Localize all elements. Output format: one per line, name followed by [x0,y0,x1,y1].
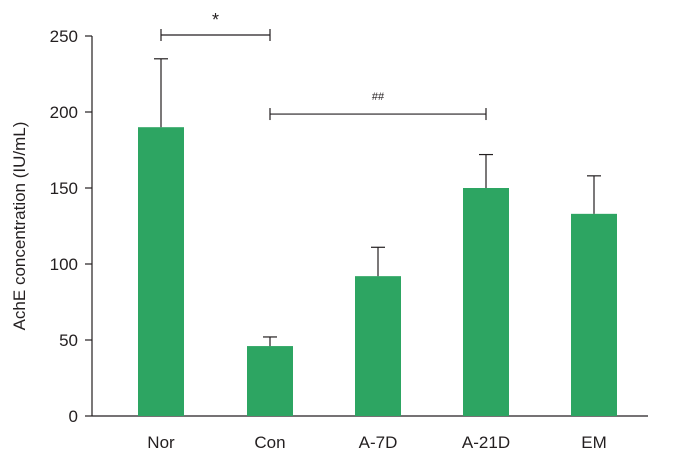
x-tick-label: A-7D [359,433,398,452]
x-tick-label: Nor [147,433,175,452]
significance-bracket: * [160,10,271,41]
y-axis-label: AchE concentration (IU/mL) [10,122,29,331]
bar-a-7d [355,276,401,416]
y-tick-label: 50 [59,331,78,350]
error-bar-con [263,336,277,347]
error-bar-a-21d [479,153,493,188]
significance-label: ## [372,91,385,103]
error-bar-nor [154,58,168,128]
y-tick-label: 200 [50,103,78,122]
y-tick-label: 150 [50,179,78,198]
x-tick-labels: Nor Con A-7D A-21D EM [147,433,606,452]
y-tick-label: 100 [50,255,78,274]
bar-a-21d [463,188,509,416]
bars [138,127,617,416]
x-tick-label: A-21D [462,433,510,452]
significance-label: * [212,10,219,30]
error-bar-a-7d [371,246,385,277]
x-tick-label: EM [581,433,607,452]
y-tick-label: 250 [50,27,78,46]
bar-em [571,213,617,416]
error-bars [154,58,601,347]
bar-nor [138,127,184,416]
error-bar-em [587,175,601,214]
significance-bracket: ## [269,91,487,121]
bar-con [247,346,293,416]
y-tick-label: 0 [69,407,78,426]
x-tick-label: Con [254,433,285,452]
y-ticks: 0 50 100 150 200 250 [50,27,92,426]
significance-annotations: * ## [160,10,487,121]
